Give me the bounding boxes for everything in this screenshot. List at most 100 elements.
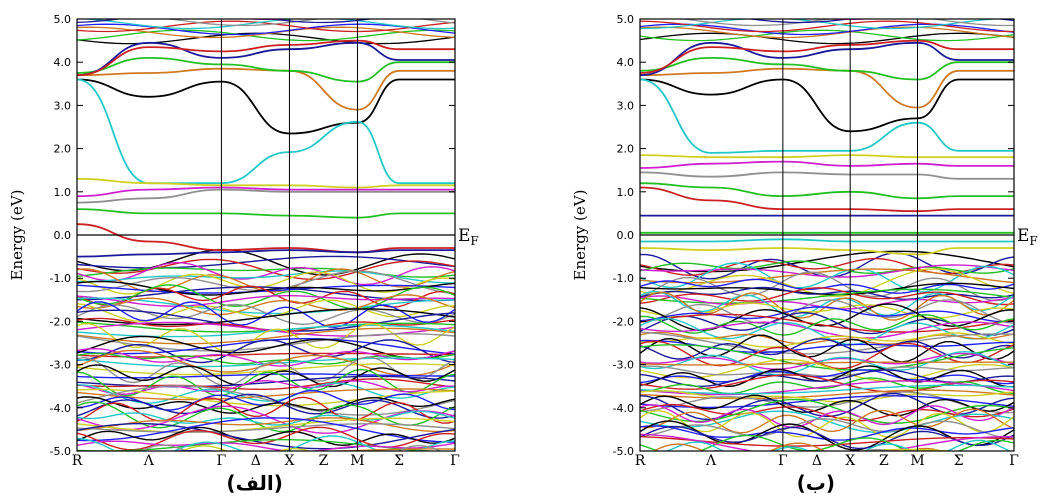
valence-band-line [640, 250, 1014, 273]
valence-band-line [640, 257, 1014, 276]
valence-band-line [77, 333, 455, 352]
valence-band-line [77, 439, 443, 451]
conduction-band-line [745, 19, 1014, 24]
valence-band-line [77, 267, 455, 278]
valence-band-line [640, 299, 1014, 325]
k-point-label: Λ [705, 453, 717, 469]
y-tick-label: -5.0 [613, 445, 634, 458]
valence-band-line [77, 335, 455, 359]
valence-band-line [77, 284, 455, 310]
y-tick-label: -3.0 [613, 359, 634, 372]
conduction-band-line [640, 23, 1014, 36]
conduction-band-line [77, 19, 376, 24]
valence-band-line [640, 395, 1014, 409]
valence-band-line [77, 417, 455, 433]
valence-band-line [640, 271, 1014, 302]
valence-band-line [77, 255, 455, 269]
valence-band-line [77, 426, 455, 447]
band-series-line [640, 154, 1014, 159]
valence-band-line [640, 361, 1014, 366]
k-point-label: Γ [217, 453, 227, 469]
valence-band-line [640, 394, 1014, 417]
band-series-line [640, 41, 1014, 77]
valence-band-line [640, 287, 1014, 306]
valence-band-line [77, 352, 455, 358]
fermi-label-subscript: F [470, 234, 478, 248]
valence-band-line [640, 403, 1014, 422]
y-tick-label: 1.0 [54, 186, 72, 199]
band-series-line [640, 78, 1014, 133]
k-point-label: M [910, 453, 924, 469]
valence-band-line [640, 369, 1014, 385]
band-series-line [77, 78, 455, 185]
conduction-band-line [640, 32, 1014, 45]
conduction-band-line [77, 20, 455, 33]
valence-band-line [640, 313, 1014, 333]
valence-band-line [77, 396, 455, 414]
y-tick-label: -3.0 [50, 359, 71, 372]
band-panel-2: 5.0 4.0 3.0 2.0 1.0 0.0 -1.0 -2.0 -3.0 -4.0 -5.0R Λ… [571, 13, 1038, 495]
valence-band-line [640, 384, 1014, 395]
k-point-label: Λ [143, 453, 155, 469]
valence-band-line [640, 332, 1014, 348]
y-tick-label: -4.0 [50, 402, 71, 415]
y-tick-label: 3.0 [54, 99, 72, 112]
valence-band-line [640, 262, 1014, 293]
y-tick-label: -4.0 [613, 402, 634, 415]
band-series-line [640, 247, 1014, 256]
fermi-label: EF [458, 226, 479, 248]
y-tick-label: 3.0 [617, 99, 635, 112]
k-point-label: Δ [812, 453, 822, 469]
y-tick-label: -2.0 [613, 315, 634, 328]
valence-band-line [640, 334, 1014, 363]
conduction-band-line [77, 23, 455, 36]
conduction-band-line [77, 26, 455, 39]
y-tick-label: 1.0 [617, 186, 635, 199]
conduction-band-line [822, 19, 875, 21]
valence-band-line [77, 448, 455, 451]
y-axis-label: Energy (eV) [571, 190, 589, 281]
valence-band-line [77, 301, 455, 329]
valence-band-line [640, 311, 1014, 336]
valence-band-line [640, 288, 1014, 304]
band-series-line [77, 39, 455, 77]
band-series-line [640, 171, 1014, 180]
y-tick-label: 0.0 [617, 229, 635, 242]
fermi-label-subscript: F [1029, 234, 1037, 248]
y-axis-label: Energy (eV) [8, 190, 26, 281]
valence-band-line [77, 284, 455, 294]
y-tick-label: 2.0 [54, 143, 72, 156]
k-point-label: Γ [450, 453, 460, 469]
band-series-line [77, 41, 455, 77]
k-point-label: Σ [394, 453, 404, 469]
band-series-line [640, 186, 1014, 213]
band-series-line [640, 182, 1014, 200]
valence-band-line [640, 380, 1014, 396]
valence-band-line [664, 439, 1012, 451]
valence-band-line [640, 321, 1014, 339]
band-series-line [77, 249, 455, 258]
valence-band-line [640, 374, 1014, 393]
band-series-line [77, 67, 455, 111]
k-point-label: Σ [954, 453, 964, 469]
valence-band-line [77, 378, 455, 390]
valence-band-line [640, 409, 1014, 439]
conduction-band-line [77, 29, 455, 42]
valence-band-line [640, 278, 1014, 294]
valence-band-line [640, 331, 1014, 355]
band-series-line [77, 208, 455, 219]
conduction-band-line [640, 20, 1014, 33]
valence-band-line [77, 303, 455, 326]
valence-band-line [640, 338, 1014, 360]
conduction-band-line [77, 19, 455, 30]
valence-band-line [640, 306, 1014, 323]
plot-area [77, 19, 455, 451]
valence-band-line [640, 389, 1014, 400]
valence-band-line [77, 382, 455, 404]
valence-band-line [77, 294, 455, 316]
band-series-line [77, 223, 455, 254]
band-series-line [640, 238, 1014, 243]
y-tick-label: -5.0 [50, 445, 71, 458]
valence-band-line [77, 440, 455, 451]
valence-band-line [77, 423, 455, 433]
